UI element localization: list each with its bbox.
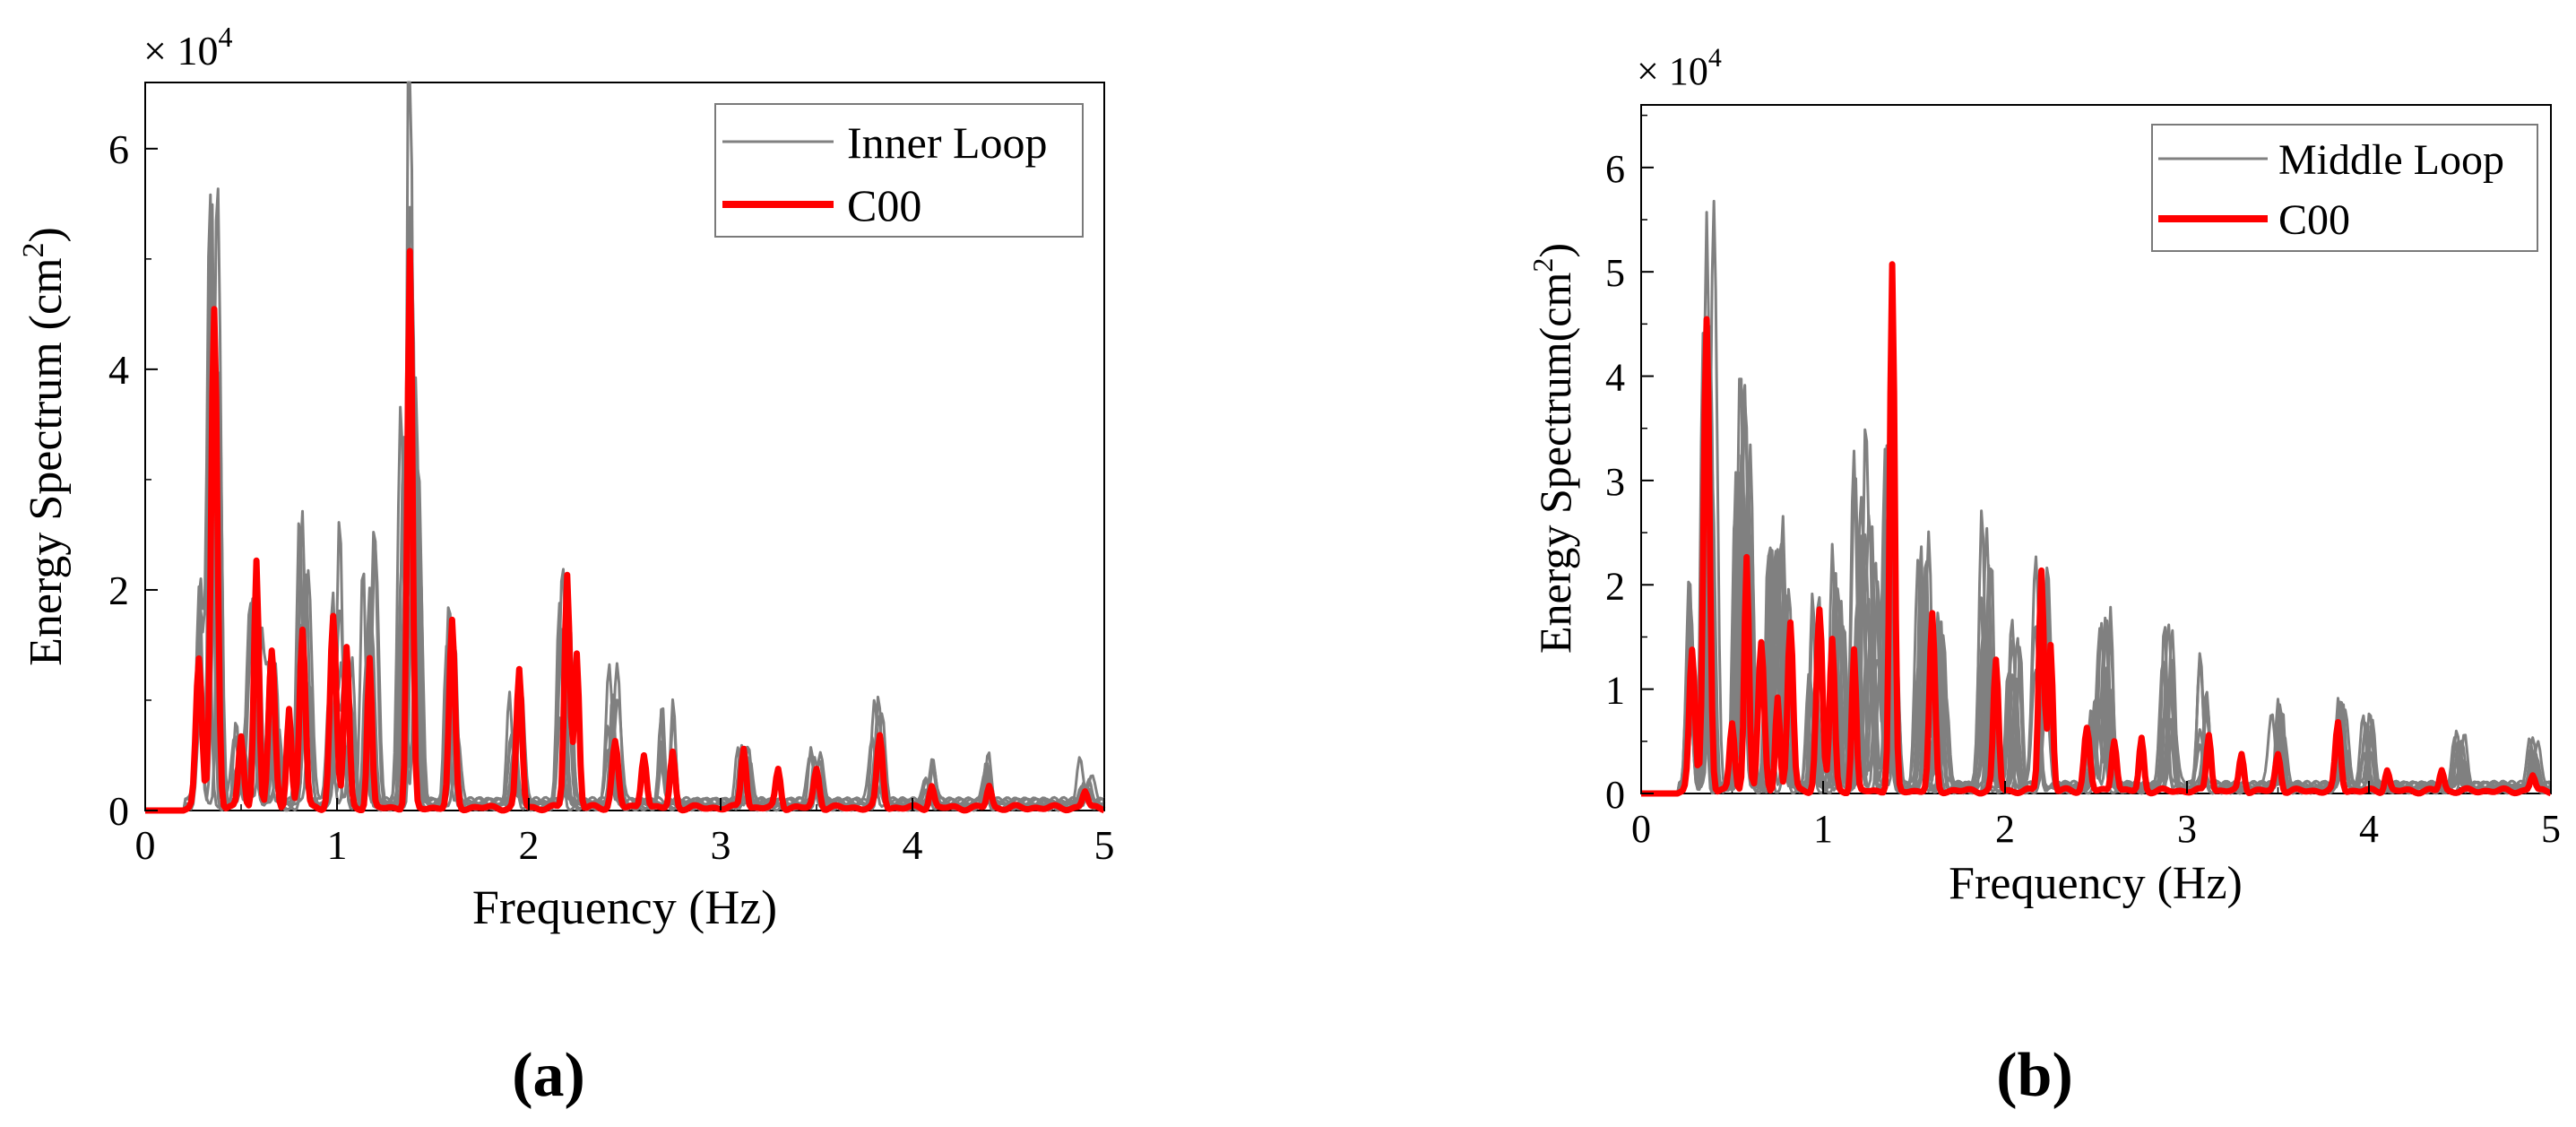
panel-b: 0 1 2 3 4 5 0 1 2 3 4 5 6 × 104 Frequency (Hz) Ener… [1526, 43, 2561, 1110]
x-tick-label: 1 [1813, 807, 1833, 851]
x-axis-label: Frequency (Hz) [1949, 858, 2243, 909]
y-tick-label: 5 [1605, 251, 1625, 295]
y-tick-label: 4 [1605, 356, 1625, 400]
c00-series-line [1639, 261, 2553, 797]
x-tick-label: 4 [2359, 807, 2379, 851]
gray-line-9 [1641, 428, 2553, 795]
x-axis-label: Frequency (Hz) [472, 880, 777, 934]
y-tick-label: 2 [1605, 564, 1625, 608]
x-tick-label: 5 [2541, 807, 2561, 851]
x-tick-label: 2 [1995, 807, 2015, 851]
x-tick-label: 4 [903, 822, 923, 868]
y-tick-label: 1 [1605, 669, 1625, 713]
panel-label-b: (b) [1996, 1041, 2073, 1110]
y-tick-label: 6 [1605, 147, 1625, 191]
y-axis-label: Energy Spectrum (cm2) [17, 227, 72, 666]
legend-label-inner-loop: Inner Loop [847, 117, 1048, 168]
x-tick-label: 5 [1094, 822, 1115, 868]
y-axis-label: Energy Spectrum(cm2) [1526, 243, 1580, 654]
c00-series-line [143, 247, 1106, 814]
x-tick-label: 1 [327, 822, 348, 868]
x-ticks: 0 1 2 3 4 5 [1631, 781, 2561, 851]
legend-label-middle-loop: Middle Loop [2278, 136, 2504, 184]
gray-line-10 [1641, 211, 2553, 795]
y-tick-label: 3 [1605, 460, 1625, 504]
legend-box [714, 103, 1084, 238]
x-tick-label: 3 [2177, 807, 2197, 851]
legend-label-c00: C00 [2278, 196, 2350, 244]
y-tick-label: 4 [108, 347, 129, 393]
y-tick-label: 6 [108, 126, 129, 172]
y-ticks: 0 1 2 3 4 5 6 [1605, 147, 1654, 817]
x-tick-label: 3 [711, 822, 731, 868]
legend-label-c00: C00 [847, 180, 921, 230]
y-ticks: 0 2 4 6 [108, 126, 158, 834]
x-tick-label: 0 [135, 822, 156, 868]
legend: Middle Loop C00 [2151, 124, 2538, 252]
x-tick-label: 0 [1631, 807, 1651, 851]
y-multiplier: × 104 [1637, 43, 1722, 93]
y-tick-label: 0 [1605, 773, 1625, 817]
legend: Inner Loop C00 [714, 103, 1084, 238]
panel-label-a: (a) [512, 1041, 585, 1110]
panel-a: 0 1 2 3 4 5 0 2 4 6 × 104 Frequency (Hz) Energy … [17, 21, 1115, 1110]
x-tick-label: 2 [519, 822, 540, 868]
x-ticks: 0 1 2 3 4 5 [135, 798, 1115, 868]
y-tick-label: 0 [108, 788, 129, 834]
y-tick-label: 2 [108, 568, 129, 613]
legend-box [2151, 124, 2538, 252]
y-multiplier: × 104 [143, 21, 232, 74]
